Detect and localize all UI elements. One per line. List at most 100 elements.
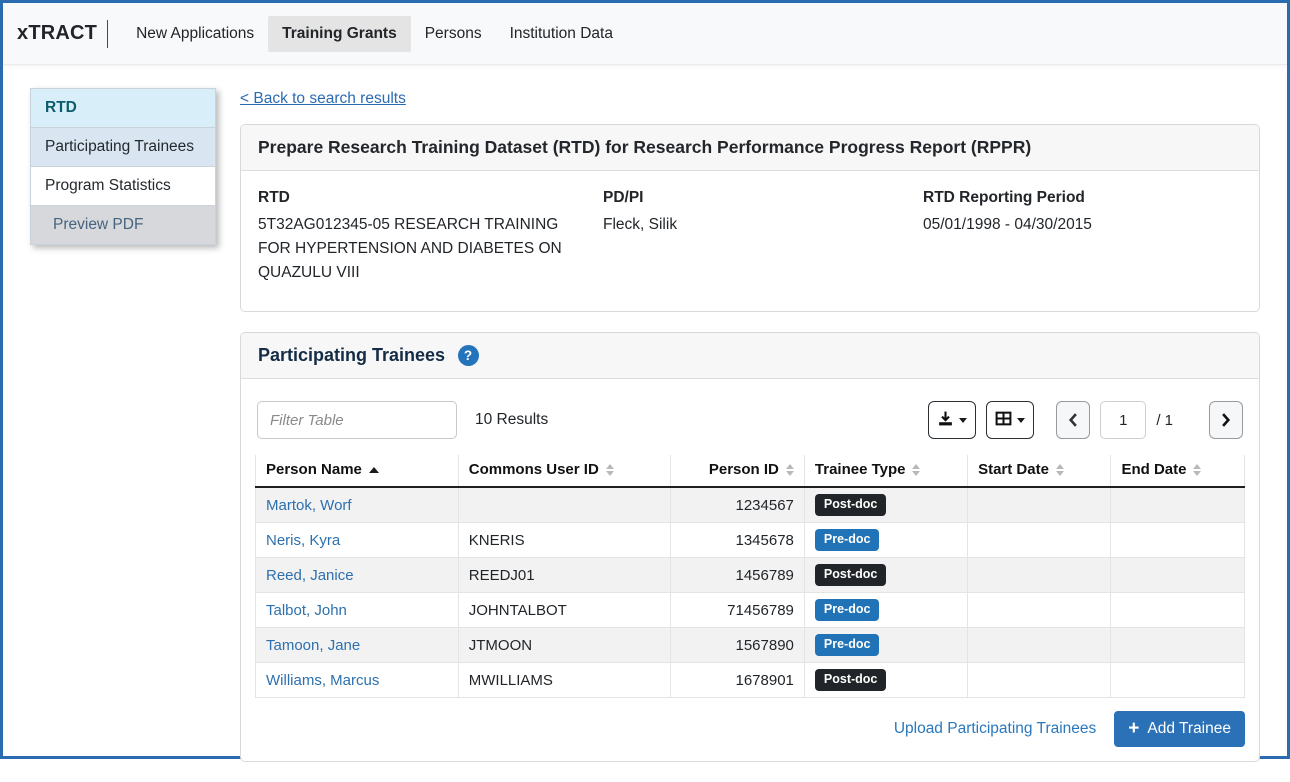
person-name-cell: Neris, Kyra — [255, 522, 459, 559]
person-name-link[interactable]: Martok, Worf — [266, 496, 352, 514]
nav-item-new-applications[interactable]: New Applications — [136, 24, 255, 42]
sidebar-item-participating-trainees[interactable]: Participating Trainees — [30, 128, 216, 167]
trainee-type-cell: Post-doc — [803, 486, 969, 524]
sort-toggle-icon — [1193, 464, 1201, 476]
results-count: 10 Results — [475, 411, 549, 429]
top-navigation-bar: xTRACT New Applications Training Grants … — [3, 3, 1287, 65]
table-header-row: Person Name Commons User ID Person ID Train… — [255, 455, 1245, 489]
end-date-cell — [1110, 592, 1245, 629]
commons-user-id-cell: JTMOON — [457, 627, 672, 664]
trainee-type-cell: Post-doc — [803, 557, 969, 594]
upload-participating-trainees-link[interactable]: Upload Participating Trainees — [893, 720, 1097, 738]
trainees-panel-header: Participating Trainees ? — [241, 333, 1259, 380]
previous-page-button[interactable] — [1056, 401, 1091, 440]
app-logo: xTRACT — [17, 22, 98, 44]
sort-toggle-icon — [786, 464, 794, 476]
sidebar-item-rtd[interactable]: RTD — [30, 88, 216, 128]
commons-user-id-cell: REEDJ01 — [457, 557, 672, 594]
sort-toggle-icon — [606, 464, 614, 476]
trainee-type-badge: Pre-doc — [814, 529, 880, 552]
rtd-field-value: 5T32AG012345-05 RESEARCH TRAINING FOR HY… — [258, 216, 562, 282]
start-date-cell — [967, 627, 1112, 664]
add-trainee-button[interactable]: + Add Trainee — [1114, 711, 1245, 748]
table-columns-icon — [995, 410, 1012, 430]
back-to-search-results-link[interactable]: < Back to search results — [240, 90, 406, 107]
sort-ascending-icon — [368, 467, 379, 474]
person-id-cell: 1567890 — [670, 627, 805, 664]
person-name-link[interactable]: Williams, Marcus — [266, 671, 380, 689]
trainee-type-cell: Pre-doc — [803, 592, 969, 629]
commons-user-id-cell — [457, 486, 672, 524]
person-name-link[interactable]: Tamoon, Jane — [266, 636, 361, 654]
reporting-period-value: 05/01/1998 - 04/30/2015 — [923, 216, 1092, 233]
trainees-panel-title: Participating Trainees — [258, 345, 446, 366]
column-label: Person Name — [266, 461, 362, 479]
table-footer: Upload Participating Trainees + Add Trai… — [255, 711, 1245, 748]
caret-down-icon — [959, 417, 968, 423]
person-name-link[interactable]: Reed, Janice — [266, 566, 354, 584]
toolbar-right-group: / 1 — [918, 401, 1243, 440]
column-header-commons-user-id[interactable]: Commons User ID — [457, 455, 672, 489]
person-name-cell: Reed, Janice — [255, 557, 459, 594]
filter-table-input[interactable] — [257, 401, 457, 440]
add-trainee-label: Add Trainee — [1147, 720, 1231, 738]
download-button[interactable] — [928, 401, 977, 440]
person-name-cell: Martok, Worf — [255, 486, 459, 524]
trainee-type-badge: Post-doc — [814, 494, 887, 517]
trainees-panel-body: 10 Results — [241, 379, 1259, 761]
nav-item-institution-data[interactable]: Institution Data — [509, 24, 613, 42]
pdpi-field: PD/PI Fleck, Silik — [603, 189, 923, 285]
column-header-trainee-type[interactable]: Trainee Type — [803, 455, 969, 489]
participating-trainees-panel: Participating Trainees ? 10 Results — [240, 332, 1260, 763]
nav-item-training-grants[interactable]: Training Grants — [268, 15, 411, 52]
pagination: / 1 — [1056, 401, 1243, 440]
reporting-period-label: RTD Reporting Period — [923, 189, 1085, 206]
sidebar-item-preview-pdf[interactable]: Preview PDF — [30, 206, 216, 245]
start-date-cell — [967, 557, 1112, 594]
person-id-cell: 1345678 — [670, 522, 805, 559]
reporting-period-field: RTD Reporting Period 05/01/1998 - 04/30/… — [923, 189, 1242, 285]
end-date-cell — [1110, 486, 1245, 524]
person-name-link[interactable]: Neris, Kyra — [266, 531, 341, 549]
column-label: Start Date — [978, 461, 1049, 479]
sort-toggle-icon — [1056, 464, 1064, 476]
brand-divider — [107, 19, 109, 48]
column-header-person-id[interactable]: Person ID — [670, 455, 805, 489]
table-row: Williams, Marcus MWILLIAMS 1678901 Post-doc — [255, 662, 1245, 699]
sidebar-item-program-statistics[interactable]: Program Statistics — [30, 167, 216, 206]
person-name-cell: Williams, Marcus — [255, 662, 459, 699]
caret-down-icon — [1017, 417, 1026, 423]
page-content: RTD Participating Trainees Program Stati… — [3, 65, 1287, 782]
person-name-cell: Tamoon, Jane — [255, 627, 459, 664]
column-label: End Date — [1121, 461, 1187, 479]
page-total-label: / 1 — [1156, 411, 1173, 429]
download-icon — [937, 410, 954, 430]
person-name-link[interactable]: Talbot, John — [266, 601, 347, 619]
end-date-cell — [1110, 522, 1245, 559]
column-header-end-date[interactable]: End Date — [1110, 455, 1245, 489]
person-id-cell: 1456789 — [670, 557, 805, 594]
rtd-field-label: RTD — [258, 189, 290, 206]
nav-item-persons[interactable]: Persons — [424, 24, 482, 42]
trainee-type-cell: Post-doc — [803, 662, 969, 699]
start-date-cell — [967, 522, 1112, 559]
rtd-panel-title: Prepare Research Training Dataset (RTD) … — [258, 137, 1032, 157]
column-header-person-name[interactable]: Person Name — [255, 455, 459, 489]
column-header-start-date[interactable]: Start Date — [967, 455, 1112, 489]
commons-user-id-cell: MWILLIAMS — [457, 662, 672, 699]
column-label: Commons User ID — [468, 461, 599, 479]
next-page-button[interactable] — [1209, 401, 1243, 440]
pdpi-field-label: PD/PI — [603, 189, 644, 206]
pdpi-field-value: Fleck, Silik — [603, 216, 678, 233]
trainee-type-badge: Post-doc — [814, 669, 887, 692]
page-number-input[interactable] — [1100, 401, 1147, 440]
end-date-cell — [1110, 557, 1245, 594]
column-label: Trainee Type — [814, 461, 906, 479]
person-id-cell: 1678901 — [670, 662, 805, 699]
help-icon[interactable]: ? — [457, 345, 479, 367]
trainee-type-cell: Pre-doc — [803, 522, 969, 559]
sort-toggle-icon — [912, 464, 920, 476]
rtd-summary-panel: Prepare Research Training Dataset (RTD) … — [240, 124, 1260, 313]
participating-trainees-table: Person Name Commons User ID Person ID Train… — [255, 455, 1245, 699]
column-settings-button[interactable] — [986, 401, 1035, 440]
